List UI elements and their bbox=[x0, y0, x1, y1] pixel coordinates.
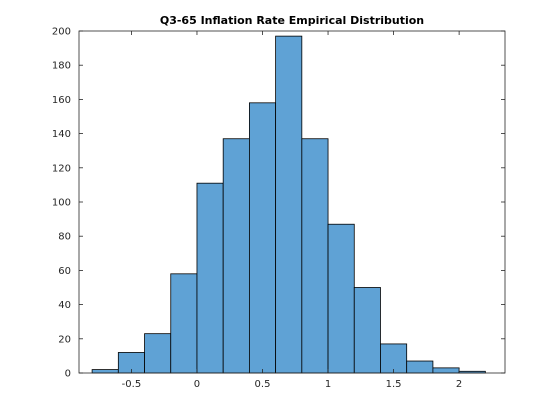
histogram-bar bbox=[327, 223, 355, 374]
bars-group bbox=[91, 35, 486, 374]
y-tick-label: 80 bbox=[58, 232, 71, 243]
x-tick-label: 1.5 bbox=[386, 379, 402, 390]
y-tick-label: 20 bbox=[58, 334, 71, 345]
histogram-bar bbox=[170, 273, 198, 374]
y-tick-label: 60 bbox=[58, 266, 71, 277]
y-tick-label: 120 bbox=[52, 163, 71, 174]
y-tick-label: 100 bbox=[52, 198, 71, 209]
x-tick-label: 0.5 bbox=[255, 379, 271, 390]
chart-title: Q3-65 Inflation Rate Empirical Distribut… bbox=[160, 14, 424, 27]
x-tick-label: 0 bbox=[194, 379, 200, 390]
histogram-bar bbox=[301, 138, 329, 374]
y-tick-label: 180 bbox=[52, 61, 71, 72]
histogram-bar bbox=[380, 343, 408, 374]
y-tick-label: 140 bbox=[52, 129, 71, 140]
histogram-bar bbox=[144, 333, 172, 374]
histogram-bar bbox=[432, 367, 460, 374]
histogram-bar bbox=[353, 287, 381, 374]
histogram-bar bbox=[406, 360, 434, 374]
histogram-bar bbox=[275, 35, 303, 374]
histogram-bar bbox=[248, 102, 277, 374]
x-tick-label: 1 bbox=[325, 379, 331, 390]
histogram-bar bbox=[222, 138, 250, 374]
y-tick-label: 200 bbox=[52, 27, 71, 38]
x-tick-label: -0.5 bbox=[122, 379, 142, 390]
axes-box bbox=[78, 30, 506, 374]
y-tick-label: 160 bbox=[52, 95, 71, 106]
y-tick-label: 40 bbox=[58, 300, 71, 311]
histogram-bar bbox=[196, 182, 224, 374]
x-tick-label: 2 bbox=[456, 379, 462, 390]
y-tick-label: 0 bbox=[65, 369, 71, 380]
histogram-bar bbox=[91, 369, 119, 374]
